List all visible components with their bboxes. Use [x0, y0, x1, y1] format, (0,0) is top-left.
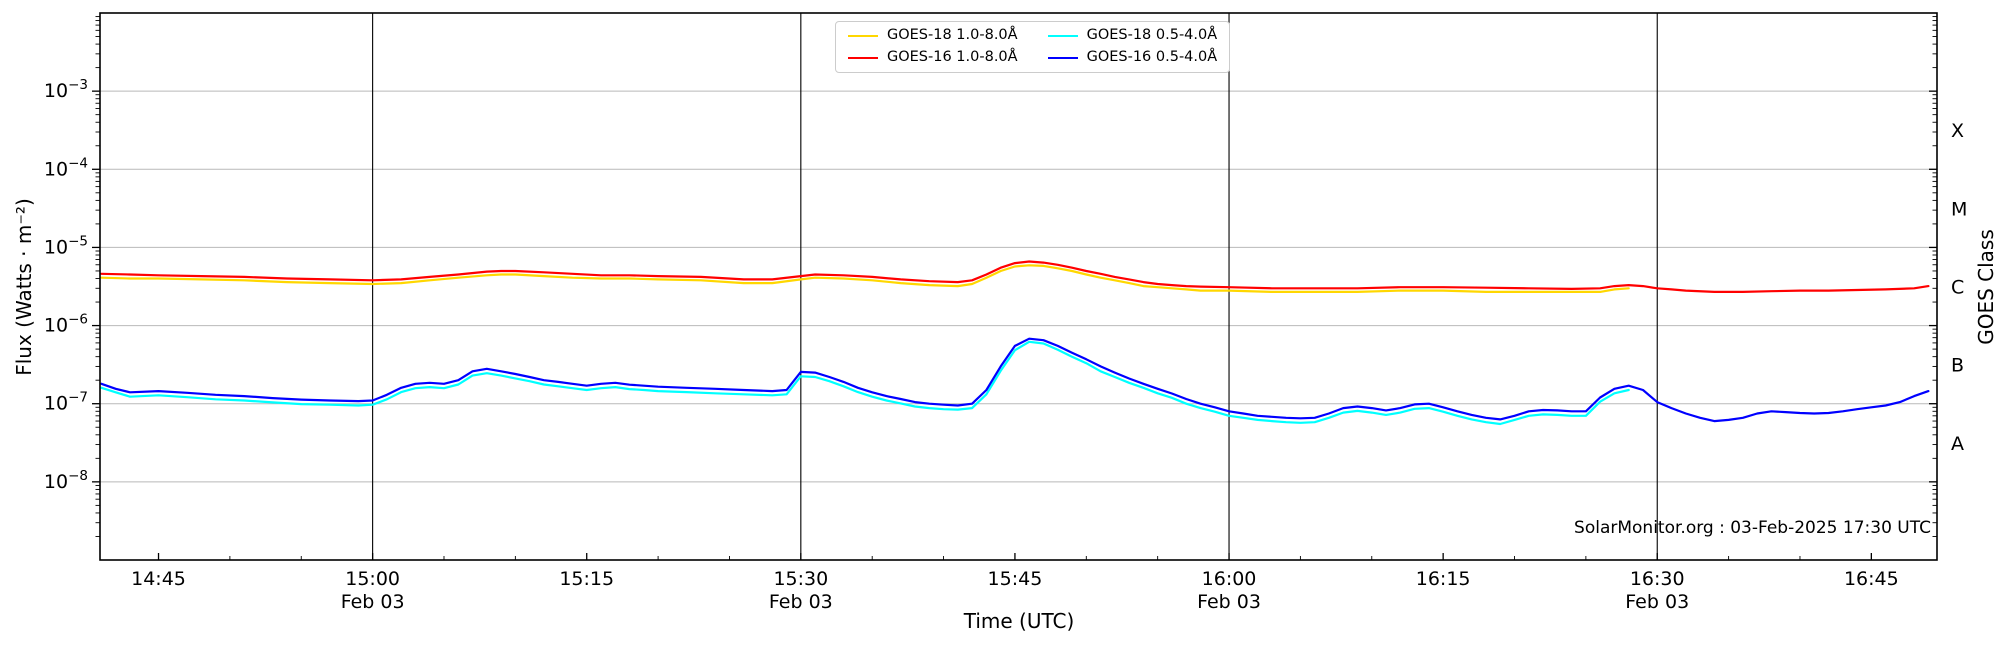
legend-item-goes-18-0-5-4-0: GOES-18 0.5-4.0Å: [1047, 27, 1218, 44]
y-axis-ticks: [92, 16, 1937, 537]
legend-label: GOES-16 0.5-4.0Å: [1086, 49, 1218, 66]
legend-label: GOES-18 1.0-8.0Å: [887, 27, 1018, 44]
goes-class-labels: X M C B A: [1951, 120, 1967, 455]
legend-line-swatch: [1047, 35, 1078, 37]
y-axis-title-goes-class: GOES Class: [1974, 229, 1998, 345]
svg-text:15:30: 15:30: [773, 568, 828, 590]
legend-label: GOES-18 0.5-4.0Å: [1086, 27, 1218, 44]
plot-frame: [99, 12, 1938, 561]
y-axis-tick-labels: 10−3 10−4 10−5 10−6 10−7 10−8: [44, 77, 88, 493]
svg-text:10−6: 10−6: [44, 312, 88, 337]
legend-item-goes-16-1-0-8-0: GOES-16 1.0-8.0Å: [848, 49, 1018, 66]
svg-text:Feb 03: Feb 03: [1197, 591, 1261, 613]
svg-text:16:00: 16:00: [1202, 568, 1257, 590]
decade-gridlines: [100, 90, 1937, 483]
series-goes-16-1-0-8-0: [100, 260, 1930, 293]
x-axis-title-time-utc: Time (UTC): [963, 609, 1075, 633]
x-axis-ticks: [157, 553, 1872, 560]
svg-text:10−5: 10−5: [44, 233, 88, 258]
svg-text:B: B: [1951, 355, 1964, 377]
y-axis-title-flux: Flux (Watts · m⁻²): [12, 198, 36, 376]
svg-text:15:45: 15:45: [988, 568, 1043, 590]
svg-text:A: A: [1951, 433, 1964, 455]
svg-text:C: C: [1951, 277, 1964, 299]
svg-text:14:45: 14:45: [131, 568, 186, 590]
svg-text:Feb 03: Feb 03: [1625, 591, 1689, 613]
series-goes-18-1-0-8-0: [100, 264, 1630, 293]
svg-text:10−7: 10−7: [44, 390, 88, 415]
solarmonitor-annotation: SolarMonitor.org : 03-Feb-2025 17:30 UTC: [1574, 518, 1931, 538]
legend-line-swatch: [1047, 57, 1078, 59]
svg-text:15:15: 15:15: [559, 568, 614, 590]
svg-text:Feb 03: Feb 03: [769, 591, 833, 613]
series-goes-18-0-5-4-0: [100, 340, 1630, 426]
svg-text:10−3: 10−3: [44, 77, 88, 102]
svg-text:Feb 03: Feb 03: [341, 591, 405, 613]
svg-text:16:15: 16:15: [1416, 568, 1471, 590]
svg-text:15:00: 15:00: [345, 568, 400, 590]
svg-text:10−8: 10−8: [44, 468, 88, 493]
svg-text:16:30: 16:30: [1630, 568, 1685, 590]
svg-text:M: M: [1951, 198, 1967, 220]
legend-line-swatch: [848, 57, 878, 59]
svg-text:16:45: 16:45: [1844, 568, 1899, 590]
legend: GOES-18 1.0-8.0Å GOES-16 1.0-8.0Å GOES-18 …: [835, 21, 1231, 73]
svg-text:X: X: [1951, 120, 1964, 142]
legend-item-goes-18-1-0-8-0: GOES-18 1.0-8.0Å: [848, 27, 1018, 44]
series-goes-16-0-5-4-0: [100, 337, 1930, 423]
legend-line-swatch: [848, 35, 878, 37]
legend-label: GOES-16 1.0-8.0Å: [887, 49, 1018, 66]
legend-item-goes-16-0-5-4-0: GOES-16 0.5-4.0Å: [1047, 49, 1218, 66]
svg-text:10−4: 10−4: [44, 155, 88, 180]
